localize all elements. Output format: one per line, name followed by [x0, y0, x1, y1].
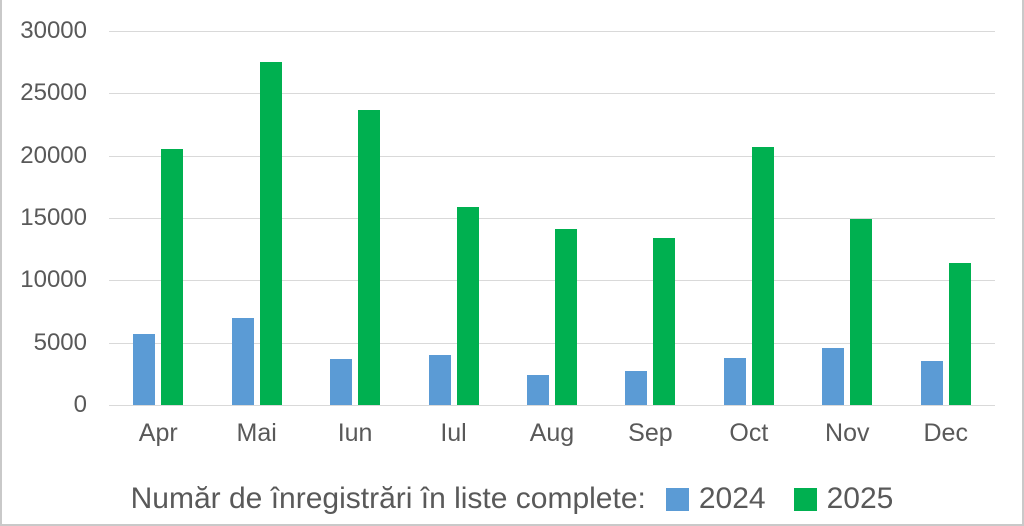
legend-title: Număr de înregistrări în liste complete: [130, 482, 646, 515]
bar-group-mai [207, 31, 305, 405]
x-tick-label-iul: Iul [440, 419, 467, 447]
x-tick-label-dec: Dec [923, 419, 968, 447]
legend-swatch-2024 [665, 487, 689, 511]
legend-item-2024: 2024 [665, 482, 766, 516]
y-tick-label: 30000 [20, 17, 87, 44]
y-tick-label: 25000 [20, 79, 87, 107]
gridline [109, 280, 995, 282]
bar-2025-dec [948, 262, 971, 405]
bar-2025-apr [161, 149, 184, 405]
bar-2025-aug [554, 229, 577, 405]
bar-2025-oct [751, 146, 774, 405]
legend: Număr de înregistrări în liste complete:… [2, 482, 1022, 516]
y-tick-label: 5000 [33, 328, 87, 356]
gridline [109, 342, 995, 344]
legend-swatch-2025 [793, 487, 817, 511]
bar-2024-dec [920, 361, 943, 405]
bar-group-aug [503, 31, 601, 405]
y-tick-label: 15000 [20, 204, 87, 231]
bar-group-nov [798, 31, 896, 405]
bar-group-oct [700, 31, 798, 405]
y-tick-label: 0 [73, 391, 87, 418]
gridline [109, 218, 995, 219]
bar-2025-iun [358, 109, 381, 405]
legend-item-2025: 2025 [793, 482, 894, 516]
x-tick-label-oct: Oct [729, 419, 769, 447]
bar-2024-apr [133, 333, 156, 405]
bar-2025-sep [653, 237, 676, 405]
bar-group-apr [109, 31, 207, 405]
bar-2024-mai [231, 317, 254, 405]
bar-group-iul [404, 31, 502, 405]
x-tick-label-nov: Nov [825, 419, 870, 447]
bar-2025-nov [850, 219, 873, 405]
bar-2025-mai [259, 62, 282, 405]
bar-2024-aug [526, 375, 549, 405]
bar-2024-iul [428, 355, 451, 405]
bar-2024-iun [330, 358, 353, 405]
gridline [109, 93, 995, 95]
gridline [109, 155, 995, 157]
x-tick-label-aug: Aug [529, 419, 575, 447]
x-tick-label-mai: Mai [236, 419, 277, 447]
x-axis-labels: Apr Mai Iun Iul Aug Sep Oct Nov Dec [109, 419, 995, 448]
x-tick-label-iun: Iun [337, 419, 373, 447]
bar-group-iun [306, 31, 404, 405]
legend-items: 2024 2025 [665, 482, 894, 516]
y-tick-label: 10000 [20, 266, 87, 294]
x-tick-label-sep: Sep [628, 419, 673, 447]
bar-group-sep [601, 31, 699, 405]
bar-2024-nov [822, 347, 845, 405]
plot-area: 30000 25000 20000 15000 10000 5000 0 Apr Mai Iun… [20, 19, 995, 447]
x-tick-label-apr: Apr [138, 419, 178, 447]
gridline [109, 31, 995, 32]
bar-2024-oct [723, 357, 746, 405]
legend-label-2024: 2024 [698, 482, 766, 515]
bar-groups [109, 31, 995, 405]
y-tick-label: 20000 [20, 141, 87, 169]
bar-group-dec [897, 31, 995, 405]
gridline [109, 405, 995, 406]
bar-2025-iul [456, 206, 479, 405]
bar-2024-sep [625, 371, 648, 405]
legend-label-2025: 2025 [826, 482, 894, 515]
